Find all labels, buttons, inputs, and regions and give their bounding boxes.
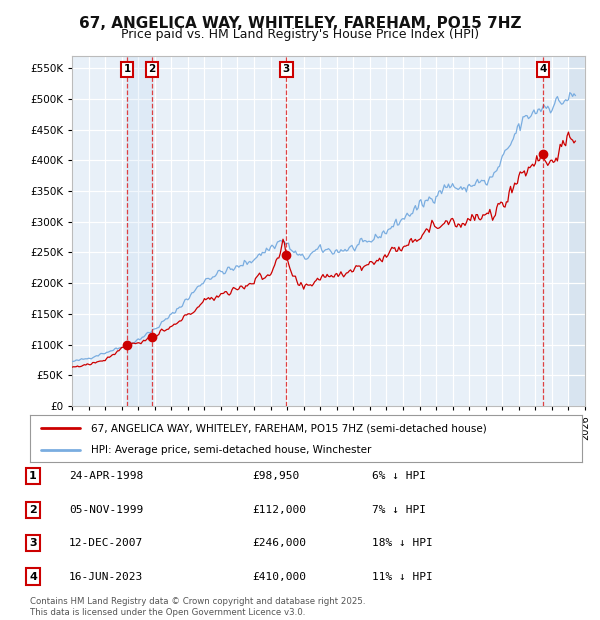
Text: 11% ↓ HPI: 11% ↓ HPI (372, 572, 433, 582)
Text: HPI: Average price, semi-detached house, Winchester: HPI: Average price, semi-detached house,… (91, 445, 371, 455)
Text: 67, ANGELICA WAY, WHITELEY, FAREHAM, PO15 7HZ (semi-detached house): 67, ANGELICA WAY, WHITELEY, FAREHAM, PO1… (91, 423, 487, 433)
Text: 3: 3 (29, 538, 37, 548)
Text: 67, ANGELICA WAY, WHITELEY, FAREHAM, PO15 7HZ: 67, ANGELICA WAY, WHITELEY, FAREHAM, PO1… (79, 16, 521, 30)
Text: £246,000: £246,000 (252, 538, 306, 548)
Text: Price paid vs. HM Land Registry's House Price Index (HPI): Price paid vs. HM Land Registry's House … (121, 28, 479, 41)
Text: £98,950: £98,950 (252, 471, 299, 481)
Text: £112,000: £112,000 (252, 505, 306, 515)
Text: 12-DEC-2007: 12-DEC-2007 (69, 538, 143, 548)
Text: 7% ↓ HPI: 7% ↓ HPI (372, 505, 426, 515)
Text: Contains HM Land Registry data © Crown copyright and database right 2025.
This d: Contains HM Land Registry data © Crown c… (30, 598, 365, 617)
Text: 1: 1 (29, 471, 37, 481)
Text: 1: 1 (124, 64, 131, 74)
Bar (568, 56, 593, 406)
Bar (127, 56, 152, 406)
Text: 4: 4 (29, 572, 37, 582)
Bar (568, 56, 593, 406)
Text: 18% ↓ HPI: 18% ↓ HPI (372, 538, 433, 548)
Text: 2: 2 (148, 64, 156, 74)
Text: 3: 3 (283, 64, 290, 74)
Text: 4: 4 (539, 64, 547, 74)
Text: 05-NOV-1999: 05-NOV-1999 (69, 505, 143, 515)
Text: 6% ↓ HPI: 6% ↓ HPI (372, 471, 426, 481)
Text: 16-JUN-2023: 16-JUN-2023 (69, 572, 143, 582)
Text: 24-APR-1998: 24-APR-1998 (69, 471, 143, 481)
Text: £410,000: £410,000 (252, 572, 306, 582)
Text: 2: 2 (29, 505, 37, 515)
